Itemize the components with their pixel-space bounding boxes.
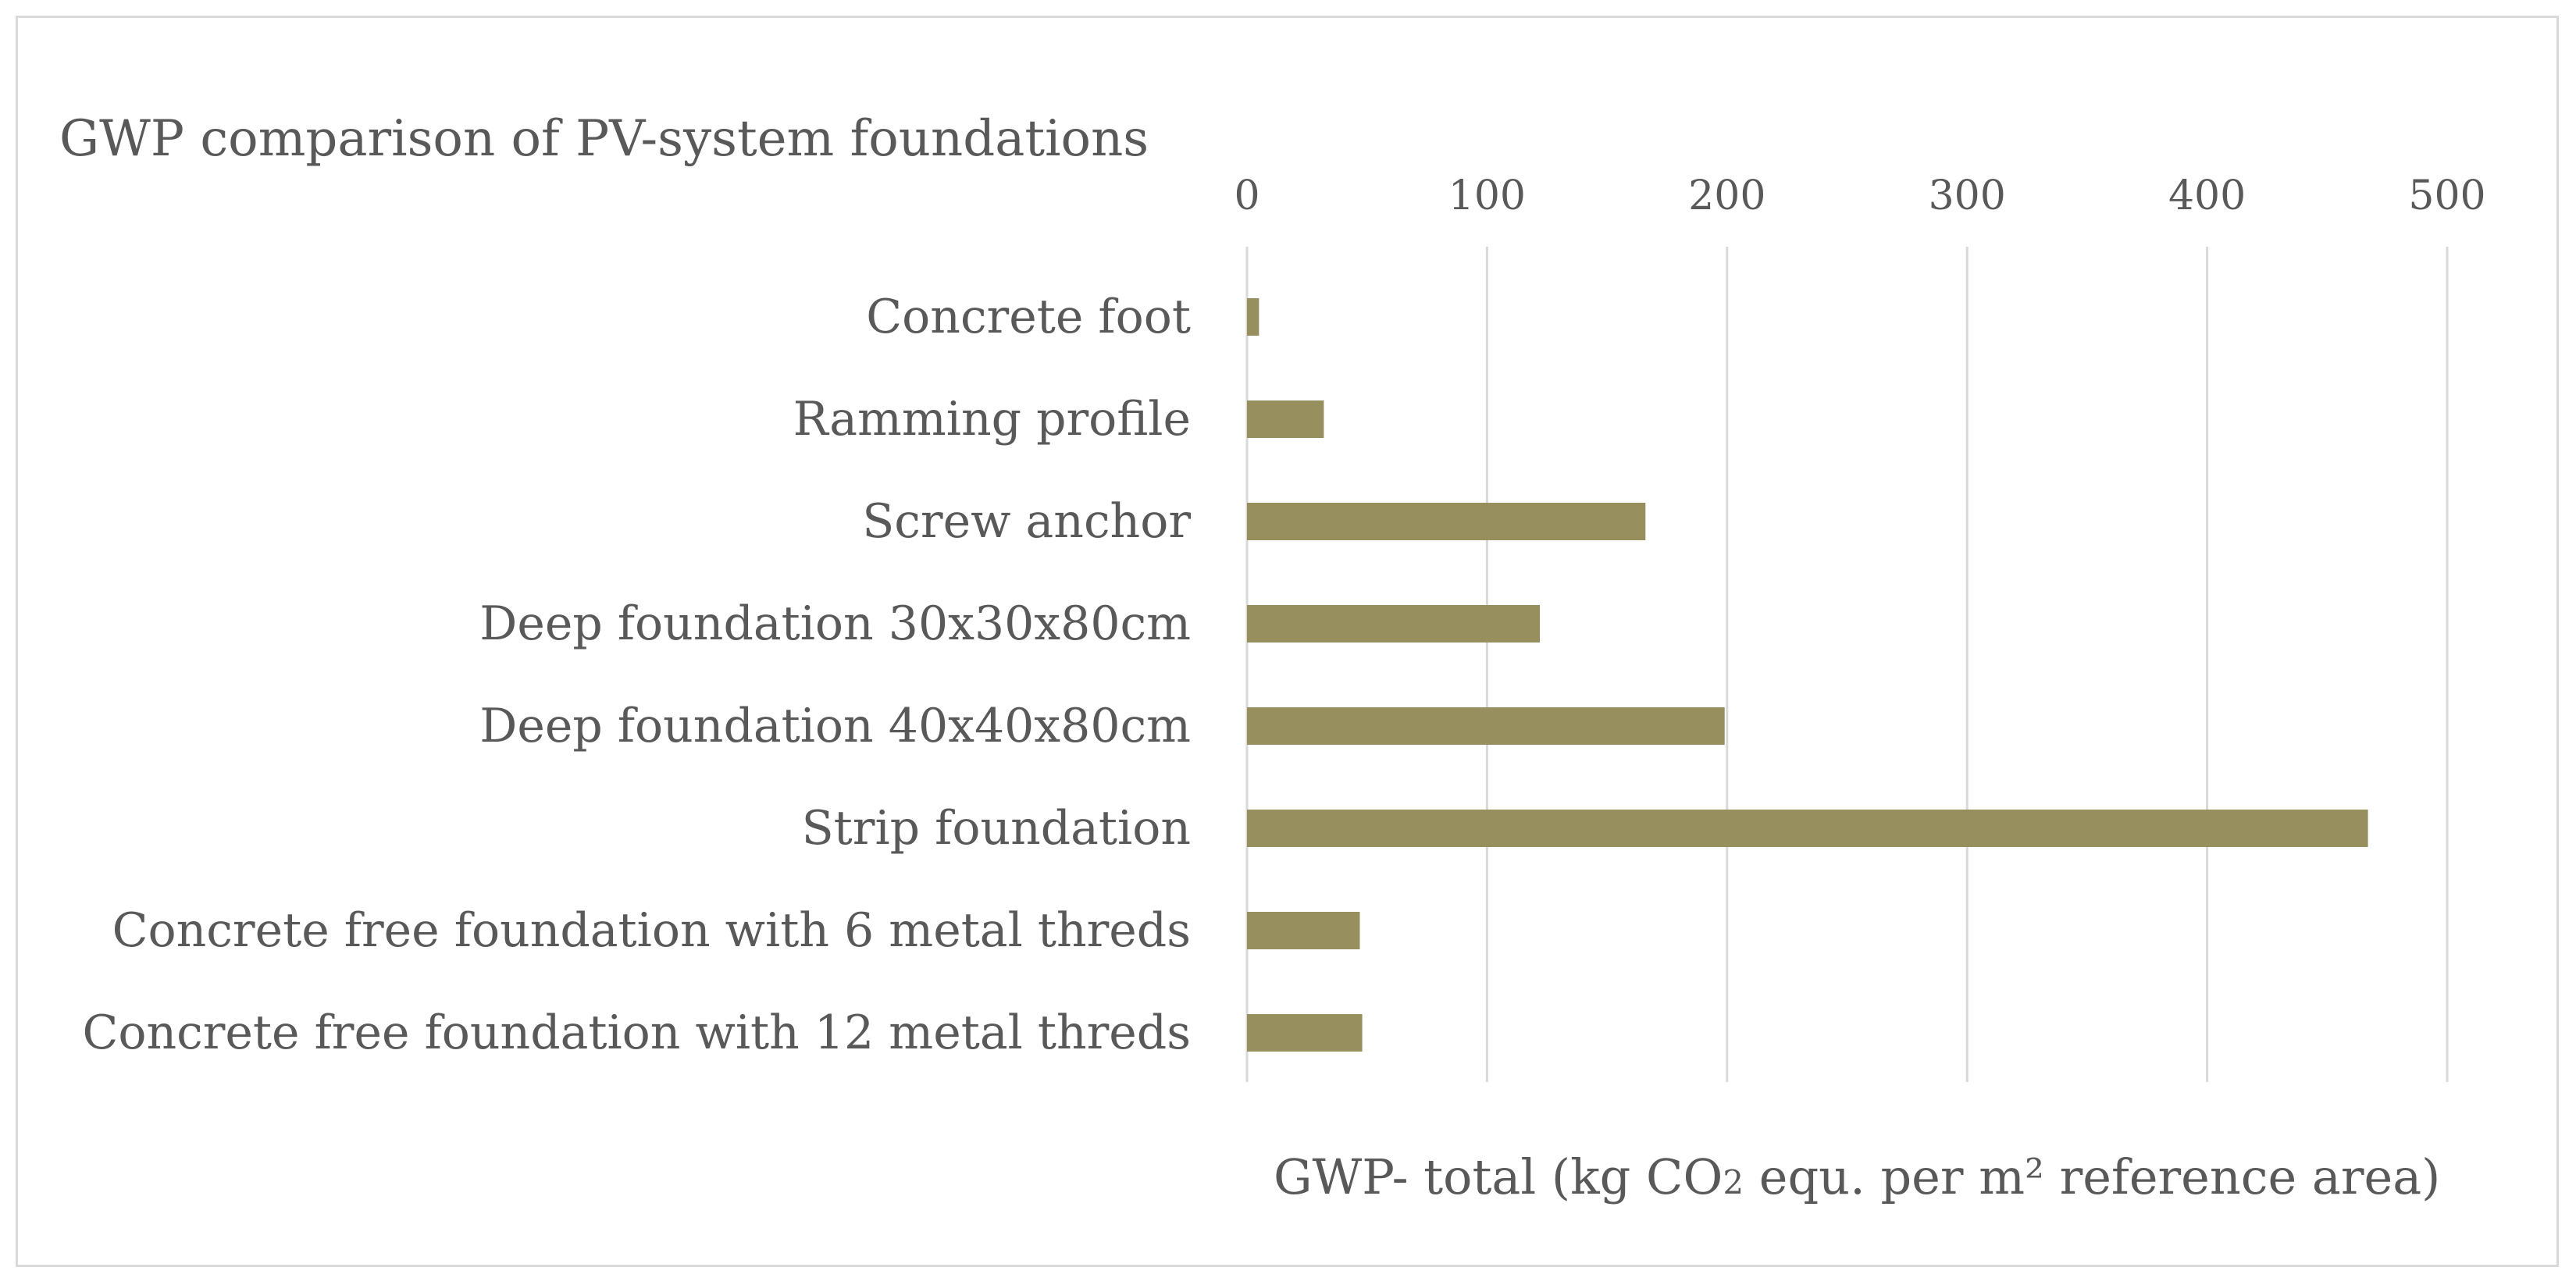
bar [1247, 810, 2368, 847]
x-tick-labels: 0 100 200 300 400 500 [1234, 173, 2485, 219]
bar [1247, 605, 1541, 642]
category-label: Concrete foot [866, 290, 1191, 344]
category-label: Ramming profile [793, 392, 1191, 447]
bar [1247, 912, 1360, 949]
category-label: Concrete free foundation with 6 metal th… [112, 903, 1191, 958]
x-axis-title-prefix: GWP- total (kg CO [1274, 1148, 1723, 1205]
bar [1247, 298, 1259, 336]
bar [1247, 400, 1324, 438]
gridlines [1245, 247, 2449, 1082]
category-label: Deep foundation 30x30x80cm [479, 596, 1191, 651]
bar [1247, 503, 1646, 540]
bars [1247, 298, 2368, 1052]
category-label: Deep foundation 40x40x80cm [479, 699, 1191, 753]
x-tick-label: 200 [1688, 173, 1765, 219]
category-label: Strip foundation [802, 801, 1191, 856]
chart-frame: GWP comparison of PV-system foundations … [16, 16, 2559, 1267]
x-axis-title-subscript: 2 [1723, 1163, 1744, 1201]
category-labels: Concrete foot Ramming profile Screw anchor… [82, 290, 1191, 1060]
bar [1247, 707, 1725, 745]
bar-chart: 0 100 200 300 400 500 Concrete foot Ramming pr… [82, 173, 2486, 1082]
chart-title: GWP comparison of PV-system foundations [59, 110, 1149, 168]
x-axis-title: GWP- total (kg CO2 equ. per m² reference… [1274, 1148, 2440, 1205]
category-label: Concrete free foundation with 12 metal t… [82, 1006, 1191, 1060]
x-tick-label: 0 [1234, 173, 1259, 219]
category-label: Screw anchor [862, 494, 1191, 549]
x-tick-label: 400 [2168, 173, 2246, 219]
x-axis-title-suffix: equ. per m² reference area) [1744, 1148, 2441, 1205]
x-tick-label: 100 [1448, 173, 1526, 219]
bar [1247, 1014, 1363, 1052]
x-tick-label: 300 [1929, 173, 2006, 219]
x-tick-label: 500 [2408, 173, 2485, 219]
